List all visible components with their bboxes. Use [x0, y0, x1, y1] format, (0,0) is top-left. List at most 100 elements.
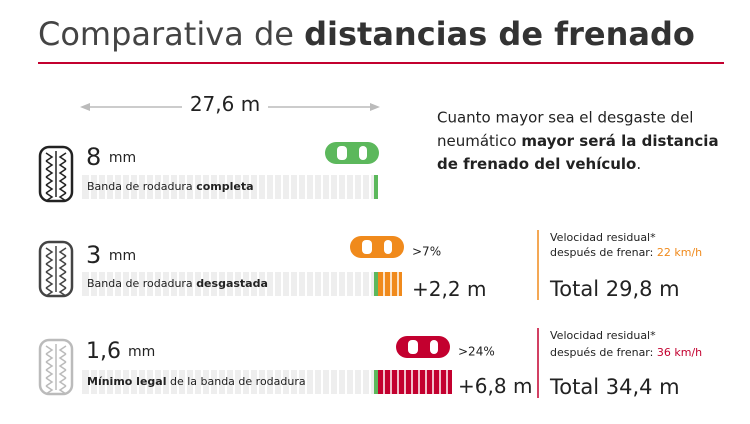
tire-tread — [45, 247, 54, 257]
tire-tread — [58, 345, 67, 355]
car-window — [384, 240, 392, 254]
depth-value: 1,6 — [86, 339, 121, 364]
note-bold: de frenado del vehículo — [437, 155, 636, 173]
extra-value: +6,8 — [458, 374, 507, 398]
depth-unit: mm — [109, 248, 136, 264]
bar-label-part: de la banda de rodadura — [170, 375, 306, 388]
residual-text: después de frenar: 36 km/h — [550, 346, 702, 359]
tire-tread — [58, 377, 67, 387]
distance-value: 27,6 — [190, 92, 235, 116]
bar-extra — [378, 370, 452, 394]
tire-tread — [58, 255, 67, 265]
residual-text: después de frenar: 22 km/h — [550, 246, 702, 259]
tire-tread — [58, 271, 67, 281]
note-text: neumático — [437, 132, 517, 150]
distance-label: 27,6 m — [190, 92, 260, 116]
car-window — [408, 340, 418, 354]
tire-tread — [45, 263, 54, 273]
car-window — [362, 240, 372, 254]
residual-label: después de frenar: — [550, 246, 653, 259]
residual-speed: 22 km/h — [657, 246, 702, 259]
extra-unit: m — [467, 277, 486, 301]
note-text: . — [636, 155, 641, 173]
residual-text: Velocidad residual* — [550, 231, 656, 244]
distance-arrow — [80, 103, 380, 111]
note-line: Cuanto mayor sea el desgaste del — [437, 109, 693, 127]
bar-label: Banda de rodadura desgastada — [87, 277, 268, 290]
extra-distance: +2,2 m — [412, 277, 486, 301]
tire-tread — [58, 263, 67, 273]
total: Total 34,4 m — [549, 375, 680, 399]
tire-tread — [58, 361, 67, 371]
depth: 1,6 mm — [86, 339, 155, 364]
bar-end — [374, 175, 378, 199]
bar-label: Mínimo legal de la banda de rodadura — [87, 375, 306, 388]
tire-outline — [38, 240, 74, 298]
extra-distance: +6,8 m — [458, 374, 532, 398]
tire-outline — [38, 338, 74, 396]
extra-value: +2,2 — [412, 277, 461, 301]
depth: 3 mm — [86, 241, 136, 269]
tire-tread — [58, 176, 67, 186]
tire-icon — [38, 145, 74, 203]
bar-label-part: Banda de rodadura — [87, 277, 193, 290]
tire-tread — [45, 152, 54, 162]
tire-tread — [58, 247, 67, 257]
bar-label-part: Mínimo legal — [87, 375, 166, 388]
residual-text: Velocidad residual* — [550, 329, 656, 342]
tire-tread — [45, 255, 54, 265]
bar-track — [82, 175, 378, 199]
bar-label-part: desgastada — [196, 277, 268, 290]
tire-tread — [45, 385, 54, 395]
percent: >24% — [458, 345, 495, 359]
tire-tread — [45, 345, 54, 355]
tire-tread — [58, 184, 67, 194]
bar-end — [374, 272, 378, 296]
depth-unit: mm — [109, 150, 136, 166]
tire-tread — [58, 369, 67, 379]
bar-track — [82, 272, 378, 296]
tire-tread — [45, 271, 54, 281]
residual-speed: 36 km/h — [657, 346, 702, 359]
car-window — [337, 146, 347, 160]
note-line: de frenado del vehículo. — [437, 155, 641, 173]
tire-tread — [45, 369, 54, 379]
tire-tread — [45, 184, 54, 194]
distance-unit: m — [241, 92, 260, 116]
tire-tread — [45, 176, 54, 186]
car-window — [430, 340, 438, 354]
car-roof — [347, 147, 359, 159]
tire-tread — [58, 192, 67, 202]
residual-label: después de frenar: — [550, 346, 653, 359]
bar-label-part: Banda de rodadura — [87, 180, 193, 193]
car-icon — [396, 336, 450, 358]
tire-tread — [58, 279, 67, 289]
depth-value: 3 — [86, 241, 101, 269]
tire-tread — [45, 279, 54, 289]
tire-tread — [58, 160, 67, 170]
note-bold: mayor será la distancia — [521, 132, 718, 150]
title: Comparativa de distancias de frenado — [38, 15, 695, 53]
tire-outline — [38, 145, 74, 203]
car-roof — [372, 241, 384, 253]
tire-tread — [45, 192, 54, 202]
total: Total 29,8 m — [549, 277, 680, 301]
title-light: Comparativa de — [38, 15, 294, 53]
tire-tread — [45, 353, 54, 363]
note-line: neumático mayor será la distancia — [437, 132, 719, 150]
tire-tread — [45, 287, 54, 297]
car-roof — [418, 341, 430, 353]
car-icon — [350, 236, 404, 258]
car-icon — [325, 142, 379, 164]
percent: >7% — [412, 245, 441, 259]
tire-tread — [58, 385, 67, 395]
car-window — [359, 146, 367, 160]
depth-value: 8 — [86, 143, 101, 171]
tire-tread — [58, 287, 67, 297]
tire-tread — [58, 152, 67, 162]
bar-track — [82, 370, 378, 394]
bar-label-part: completa — [196, 180, 253, 193]
note: Cuanto mayor sea el desgaste del neumáti… — [437, 109, 719, 173]
bar-label: Banda de rodadura completa — [87, 180, 254, 193]
